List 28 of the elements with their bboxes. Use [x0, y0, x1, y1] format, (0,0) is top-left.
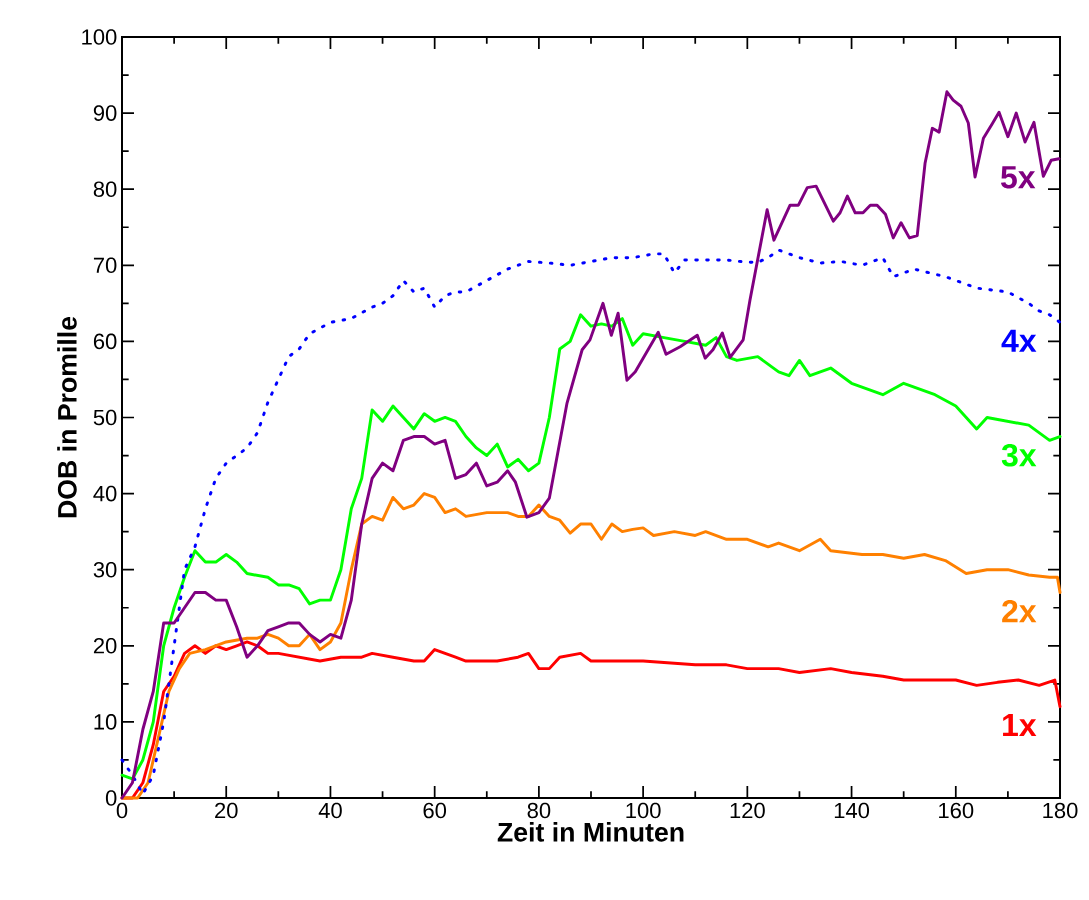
x-tick-label: 20	[215, 802, 238, 819]
x-tick-label: 180	[1043, 802, 1078, 819]
y-tick-label: 20	[93, 638, 117, 654]
x-tick-label: 60	[423, 802, 447, 819]
x-tick-label: 140	[834, 802, 870, 819]
y-tick-label: 100	[82, 29, 117, 45]
y-tick-label: 60	[93, 333, 117, 350]
y-tick-label: 50	[93, 409, 117, 426]
series-label: 4x	[1001, 329, 1037, 352]
series-label: 2x	[1002, 599, 1037, 623]
y-tick-label: 70	[93, 257, 117, 274]
x-tick-label: 0	[116, 802, 128, 819]
x-tick-label: 120	[730, 802, 765, 819]
y-tick-label: 40	[93, 485, 117, 502]
y-tick-label: 0	[105, 790, 117, 806]
x-tick-label: 80	[527, 802, 551, 819]
series-label: 1x	[1003, 714, 1037, 737]
y-tick-label: 90	[93, 105, 117, 121]
y-axis-title: DOB in Promille	[57, 316, 77, 518]
y-tick-label: 10	[94, 714, 117, 730]
x-tick-label: 160	[939, 802, 974, 819]
series-label: 5x	[1000, 166, 1036, 189]
y-tick-label: 30	[93, 561, 117, 578]
series-label: 3x	[1001, 443, 1037, 467]
y-tick-label: 80	[93, 181, 117, 197]
x-tick-label: 40	[318, 802, 342, 819]
x-tick-label: 100	[626, 802, 661, 819]
x-axis-title: Zeit in Minuten	[497, 822, 684, 842]
